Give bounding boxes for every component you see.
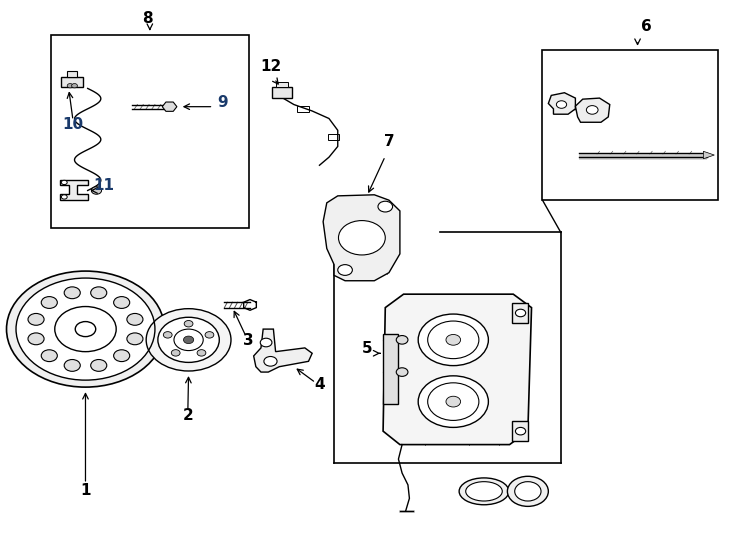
Text: 2: 2: [183, 408, 193, 423]
Text: 11: 11: [93, 179, 115, 193]
Circle shape: [515, 427, 526, 435]
Text: 8: 8: [142, 11, 153, 26]
Circle shape: [158, 318, 219, 362]
Circle shape: [114, 350, 130, 362]
Circle shape: [127, 313, 143, 325]
Circle shape: [28, 313, 44, 325]
Polygon shape: [548, 93, 575, 114]
Circle shape: [378, 201, 393, 212]
Bar: [383, 334, 398, 404]
Circle shape: [184, 336, 194, 343]
Circle shape: [556, 101, 567, 109]
Circle shape: [264, 356, 277, 366]
Polygon shape: [162, 102, 177, 111]
Circle shape: [146, 309, 231, 371]
Bar: [327, 133, 339, 140]
Circle shape: [338, 265, 352, 275]
Circle shape: [396, 368, 408, 376]
Polygon shape: [60, 180, 87, 200]
Polygon shape: [575, 98, 610, 122]
Circle shape: [127, 333, 143, 345]
Circle shape: [446, 396, 461, 407]
Bar: [68, 71, 77, 77]
Circle shape: [64, 360, 80, 372]
Circle shape: [62, 195, 68, 199]
Circle shape: [62, 180, 68, 185]
Text: 4: 4: [314, 377, 324, 392]
Circle shape: [16, 278, 155, 380]
Circle shape: [41, 296, 57, 308]
Text: 3: 3: [243, 333, 254, 348]
Circle shape: [197, 350, 206, 356]
Circle shape: [396, 335, 408, 344]
Circle shape: [418, 314, 488, 366]
Polygon shape: [254, 329, 312, 372]
Bar: [512, 303, 528, 322]
Text: 6: 6: [641, 19, 652, 34]
Circle shape: [91, 187, 101, 194]
Text: 10: 10: [62, 117, 84, 132]
Circle shape: [184, 321, 193, 327]
Ellipse shape: [459, 478, 509, 505]
Bar: [51, 35, 249, 228]
Circle shape: [64, 287, 80, 299]
Bar: [272, 87, 292, 98]
Circle shape: [114, 296, 130, 308]
Circle shape: [164, 332, 172, 338]
Circle shape: [515, 482, 541, 501]
Bar: [512, 422, 528, 441]
Circle shape: [205, 332, 214, 338]
Circle shape: [41, 350, 57, 362]
Text: 7: 7: [384, 134, 394, 150]
Text: 1: 1: [80, 483, 91, 497]
Bar: [276, 82, 288, 87]
Circle shape: [446, 334, 461, 345]
Text: 12: 12: [260, 59, 281, 74]
Text: 5: 5: [362, 341, 372, 356]
Ellipse shape: [465, 482, 502, 501]
Text: 9: 9: [217, 94, 228, 110]
Polygon shape: [383, 294, 531, 444]
Circle shape: [7, 271, 164, 387]
Polygon shape: [323, 195, 400, 281]
Circle shape: [507, 476, 548, 507]
Circle shape: [28, 333, 44, 345]
Circle shape: [72, 84, 77, 88]
Bar: [297, 106, 308, 112]
Circle shape: [91, 287, 106, 299]
Circle shape: [586, 106, 598, 114]
Circle shape: [91, 360, 106, 372]
Circle shape: [261, 338, 272, 347]
Circle shape: [515, 309, 526, 317]
Circle shape: [338, 220, 385, 255]
Polygon shape: [703, 151, 714, 159]
Circle shape: [418, 376, 488, 427]
Bar: [62, 77, 83, 87]
Circle shape: [68, 84, 73, 88]
Bar: [542, 50, 718, 200]
Circle shape: [171, 350, 180, 356]
